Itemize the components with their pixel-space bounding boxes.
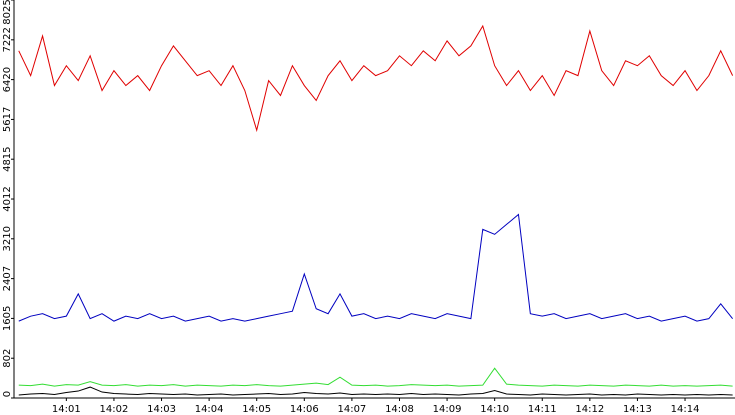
x-tick-label: 14:08 [385, 404, 414, 415]
series-line [18, 367, 733, 387]
y-tick-label: 2407 [2, 266, 13, 291]
x-tick-label: 14:05 [242, 404, 271, 415]
x-tick-label: 14:06 [290, 404, 319, 415]
x-tick-label: 14:14 [671, 404, 700, 415]
series-line [18, 213, 734, 322]
y-tick-label: 7222 [2, 27, 13, 52]
x-tick-label: 14:11 [528, 404, 557, 415]
y-tick-label: 5617 [2, 107, 13, 132]
x-tick-label: 14:09 [433, 404, 462, 415]
y-tick-label: 0 [2, 391, 13, 397]
y-tick-label: 802 [2, 349, 13, 368]
x-tick-label: 14:01 [52, 404, 81, 415]
y-tick-label: 4012 [2, 186, 13, 211]
x-tick-label: 14:04 [195, 404, 224, 415]
y-tick-label: 3210 [2, 226, 13, 251]
series-line [18, 24, 734, 133]
series-line [18, 386, 733, 396]
y-tick-label: 1605 [2, 306, 13, 331]
y-tick-label: 6420 [2, 67, 13, 92]
x-tick-label: 14:07 [337, 404, 366, 415]
x-tick-label: 14:03 [147, 404, 176, 415]
y-tick-label: 8025 [2, 0, 13, 25]
y-tick-label: 4815 [2, 146, 13, 171]
x-tick-label: 14:02 [100, 404, 129, 415]
x-tick-label: 14:12 [575, 404, 604, 415]
x-tick-label: 14:10 [480, 404, 509, 415]
x-tick-label: 14:13 [623, 404, 652, 415]
